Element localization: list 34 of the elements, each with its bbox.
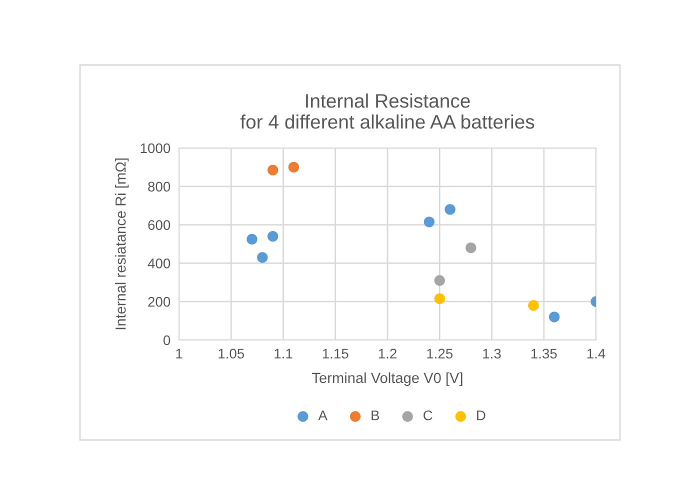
point (257, 252, 268, 263)
point (246, 234, 258, 245)
point (466, 242, 476, 254)
x-tick-label: 1.35 (531, 348, 557, 359)
legend-label: D (477, 410, 486, 420)
y-axis-title: Internal resiatance Ri [mΩ] (115, 158, 129, 330)
y-tick-label: 0 (163, 335, 170, 346)
x-tick-label: 1.1 (274, 348, 292, 358)
x-tick-label: 1.3 (483, 348, 501, 359)
point (434, 293, 445, 304)
legend-label: C (424, 410, 432, 420)
legend-label: B (372, 410, 380, 420)
point (267, 164, 278, 176)
point (288, 162, 300, 173)
y-tick-label: 400 (148, 258, 170, 268)
x-tick-label: 1.4 (587, 348, 606, 358)
x-tick-label: 1.15 (322, 348, 348, 359)
x-tick-label: 1 (176, 348, 182, 358)
x-tick-label: 1.05 (218, 348, 244, 359)
x-tick-label: 1.2 (378, 348, 396, 358)
legend-label: A (318, 410, 328, 420)
point (434, 275, 445, 286)
point (548, 312, 560, 322)
point (444, 204, 456, 215)
x-tick-label: 1.25 (427, 348, 453, 359)
y-tick-label: 1000 (140, 143, 170, 154)
point (424, 216, 435, 228)
point (528, 300, 539, 311)
point (267, 230, 278, 242)
y-tick-label: 200 (148, 296, 170, 307)
y-tick-label: 800 (148, 182, 170, 192)
y-tick-label: 600 (148, 220, 170, 230)
chart-title: Internal Resistance for 4 different alkaline AA batteries (240, 94, 534, 129)
x-axis-title: Terminal Voltage V0 [V] (312, 372, 462, 386)
